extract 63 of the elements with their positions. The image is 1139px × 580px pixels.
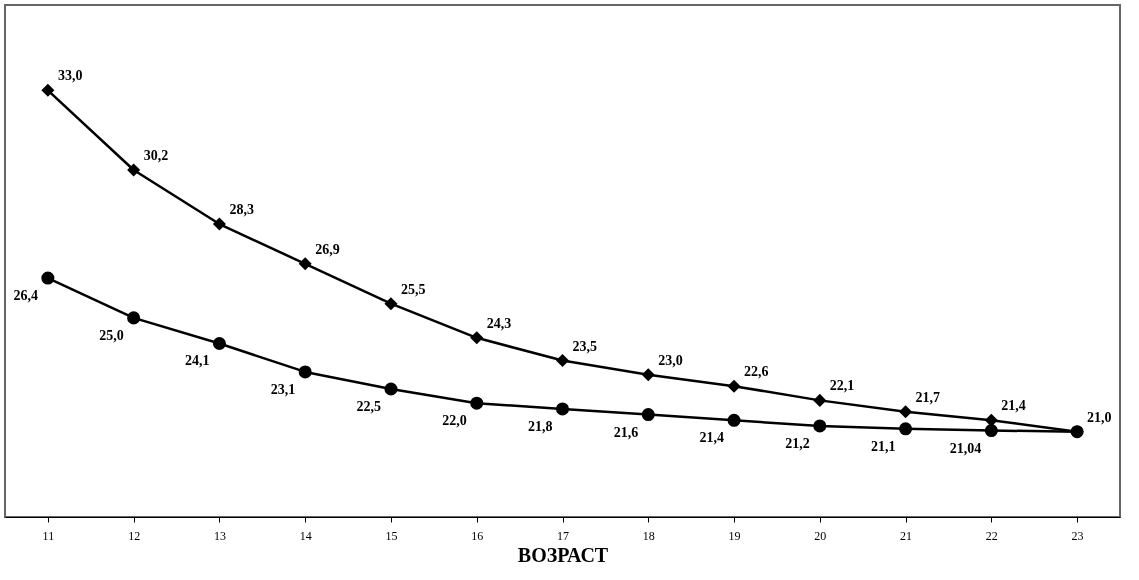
data-label: 24,3 xyxy=(486,315,512,331)
data-label: 21,8 xyxy=(528,418,553,434)
data-label: 23,0 xyxy=(658,352,683,368)
data-label: 22,6 xyxy=(744,364,769,380)
data-label: 21,0 xyxy=(1087,409,1112,425)
point xyxy=(899,405,913,419)
data-label: 26,4 xyxy=(13,288,38,304)
data-label: 25,0 xyxy=(99,327,124,343)
x-tick-label: 23 xyxy=(1071,528,1084,543)
point xyxy=(470,331,484,345)
x-tick-label: 15 xyxy=(385,528,398,543)
data-label: 21,7 xyxy=(915,389,941,405)
data-label: 24,1 xyxy=(184,353,210,369)
point xyxy=(727,379,741,393)
point xyxy=(641,408,655,422)
point xyxy=(298,365,312,379)
point xyxy=(127,163,141,177)
data-label: 21,04 xyxy=(949,440,982,456)
point xyxy=(384,297,398,311)
data-label: 21,4 xyxy=(699,430,725,446)
point xyxy=(212,336,226,350)
data-label: 23,5 xyxy=(572,338,597,354)
point xyxy=(727,413,741,427)
point xyxy=(470,396,484,410)
x-tick-label: 14 xyxy=(299,528,312,543)
point xyxy=(813,419,827,433)
data-label: 23,1 xyxy=(270,381,296,397)
x-tick-label: 17 xyxy=(557,528,569,543)
point xyxy=(813,393,827,407)
x-tick-label: 22 xyxy=(985,528,998,543)
point xyxy=(555,402,570,416)
point xyxy=(1070,425,1084,439)
data-label: 25,5 xyxy=(400,281,426,297)
point xyxy=(41,271,55,285)
x-tick-label: 11 xyxy=(42,528,55,543)
point xyxy=(212,217,226,231)
data-label: 21,6 xyxy=(613,424,639,440)
data-label: 21,4 xyxy=(1001,398,1026,414)
x-tick-label: 16 xyxy=(471,528,484,543)
point xyxy=(899,422,913,436)
x-tick-label: 19 xyxy=(728,528,741,543)
point xyxy=(555,354,570,368)
point xyxy=(298,257,312,271)
x-axis-title: ВОЗРАСТ xyxy=(517,543,609,566)
data-label: 22,5 xyxy=(356,399,381,414)
data-label: 21,2 xyxy=(785,435,810,451)
point xyxy=(41,83,55,97)
point xyxy=(984,424,998,438)
x-tick-label: 18 xyxy=(642,528,655,543)
x-tick-label: 13 xyxy=(213,528,226,543)
data-label: 21,1 xyxy=(871,438,896,454)
data-label: 22,1 xyxy=(829,378,855,394)
x-tick-label: 20 xyxy=(814,528,827,543)
point xyxy=(127,311,141,325)
point xyxy=(641,368,655,382)
data-label: 28,3 xyxy=(229,202,254,218)
x-tick-label: 21 xyxy=(900,528,913,543)
point xyxy=(384,382,398,396)
data-label: 22,0 xyxy=(442,413,467,429)
data-label: 26,9 xyxy=(315,241,340,257)
data-label: 33,0 xyxy=(57,68,83,84)
x-tick-label: 12 xyxy=(128,528,141,543)
data-label: 30,2 xyxy=(143,147,169,163)
